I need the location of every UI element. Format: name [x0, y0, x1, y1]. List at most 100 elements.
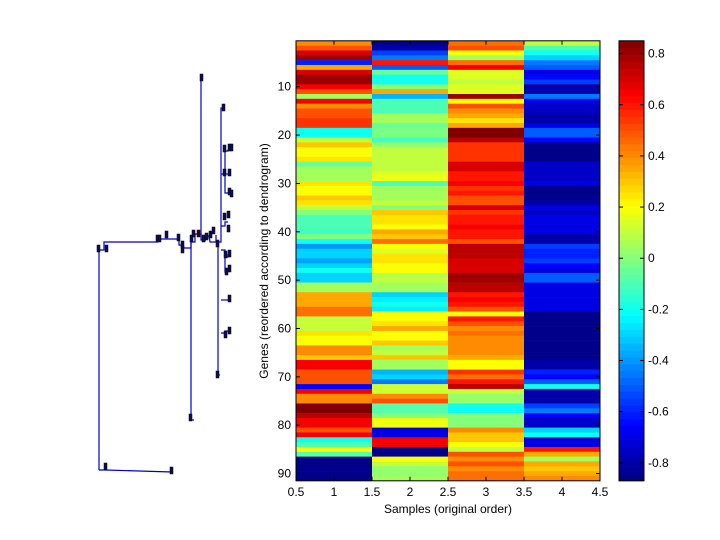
heatmap-cell: [296, 234, 373, 240]
heatmap-cell: [448, 277, 525, 283]
colorbar-segment: [619, 391, 644, 399]
x-tick-label: 1.5: [364, 485, 381, 499]
heatmap-cell: [448, 239, 525, 245]
heatmap-cell: [524, 229, 601, 235]
heatmap-cell: [524, 118, 601, 124]
heatmap-cell: [524, 156, 601, 162]
heatmap-cell: [448, 64, 525, 71]
heatmap-cell: [524, 355, 601, 361]
heatmap-cell: [524, 84, 601, 90]
dendrogram-node-marker: [226, 210, 231, 219]
heatmap-cell: [296, 403, 373, 409]
heatmap-cell: [372, 359, 449, 366]
dendrogram-node-marker: [164, 230, 169, 239]
heatmap-cell: [296, 50, 373, 56]
heatmap-cell: [296, 451, 373, 457]
colorbar-segment: [619, 350, 644, 358]
heatmap-cell: [524, 287, 601, 293]
colorbar-segment: [619, 116, 644, 124]
heatmap-cell: [524, 214, 601, 221]
colorbar-tick-label: 0: [648, 251, 655, 265]
heatmap-cell: [448, 69, 525, 75]
colorbar-segment: [619, 47, 644, 55]
heatmap-cell: [448, 316, 525, 322]
y-tick-label: 30: [278, 176, 292, 190]
heatmap-cell: [524, 350, 601, 356]
colorbar-segment: [619, 88, 644, 97]
dendrogram-node-marker: [204, 232, 209, 241]
heatmap-cell: [296, 316, 373, 322]
heatmap-cell: [372, 55, 449, 61]
heatmap-cell: [372, 442, 449, 448]
heatmap-cell: [296, 118, 373, 124]
heatmap-cell: [448, 350, 525, 356]
heatmap-cell: [524, 69, 601, 75]
heatmap-cell: [524, 122, 601, 129]
heatmap-cell: [372, 132, 449, 138]
heatmap-cell: [372, 306, 449, 312]
colorbar-segment: [619, 260, 644, 269]
heatmap-cell: [372, 171, 449, 177]
colorbar-segment: [619, 247, 644, 255]
heatmap-cell: [372, 379, 449, 385]
heatmap-cell: [372, 89, 449, 95]
heatmap-cell: [448, 413, 525, 419]
heatmap-cell: [524, 45, 601, 51]
heatmap-cell: [448, 340, 525, 346]
heatmap-cell: [372, 297, 449, 303]
dendrogram-node-marker: [191, 229, 196, 238]
heatmap-cell: [296, 398, 373, 404]
heatmap-cell: [524, 384, 601, 390]
heatmap-cell: [296, 427, 373, 433]
heatmap-cell: [524, 369, 601, 375]
heatmap-cell: [372, 185, 449, 191]
heatmap-cell: [296, 214, 373, 221]
heatmap-cell: [372, 181, 449, 187]
heatmap-cell: [296, 210, 373, 216]
heatmap-cell: [372, 287, 449, 293]
heatmap-cell: [372, 321, 449, 327]
heatmap-cell: [296, 379, 373, 385]
heatmap-cell: [448, 45, 525, 51]
heatmap-cell: [448, 369, 525, 375]
heatmap-cell: [372, 234, 449, 240]
colorbar-segment: [619, 143, 644, 152]
heatmap-cell: [524, 330, 601, 337]
heatmap-cell: [372, 69, 449, 75]
heatmap-cell: [372, 350, 449, 356]
heatmap-cell: [372, 268, 449, 274]
heatmap-cell: [448, 432, 525, 438]
heatmap-cell: [448, 306, 525, 312]
heatmap-cell: [448, 253, 525, 259]
heatmap-cell: [448, 398, 525, 404]
heatmap-cell: [448, 166, 525, 172]
heatmap-cell: [296, 466, 373, 472]
heatmap-cell: [296, 471, 373, 477]
dendrogram-node-marker: [215, 239, 220, 248]
dendrogram-node-marker: [227, 264, 232, 273]
heatmap-cell: [372, 437, 449, 443]
heatmap-cell: [372, 301, 449, 308]
dendrogram-node-marker: [221, 103, 226, 112]
colorbar-segment: [619, 384, 644, 392]
dendrogram-node-marker: [222, 212, 227, 221]
colorbar-segment: [619, 61, 644, 69]
heatmap-cell: [296, 432, 373, 438]
y-tick-label: 60: [278, 321, 292, 335]
heatmap-cell: [296, 137, 373, 143]
heatmap-cell: [372, 229, 449, 235]
heatmap-cell: [524, 393, 601, 399]
colorbar-segment: [619, 123, 644, 131]
colorbar-segment: [619, 377, 644, 385]
heatmap-cell: [524, 340, 601, 346]
heatmap-cell: [296, 93, 373, 100]
heatmap-cell: [524, 171, 601, 177]
colorbar-segment: [619, 370, 644, 379]
heatmap-cell: [296, 422, 373, 428]
colorbar-frame: [618, 40, 645, 482]
heatmap-cell: [372, 408, 449, 414]
colorbar-segment: [619, 363, 644, 372]
heatmap-cell: [372, 224, 449, 230]
heatmap-cell: [372, 166, 449, 172]
heatmap-cell: [448, 272, 525, 279]
